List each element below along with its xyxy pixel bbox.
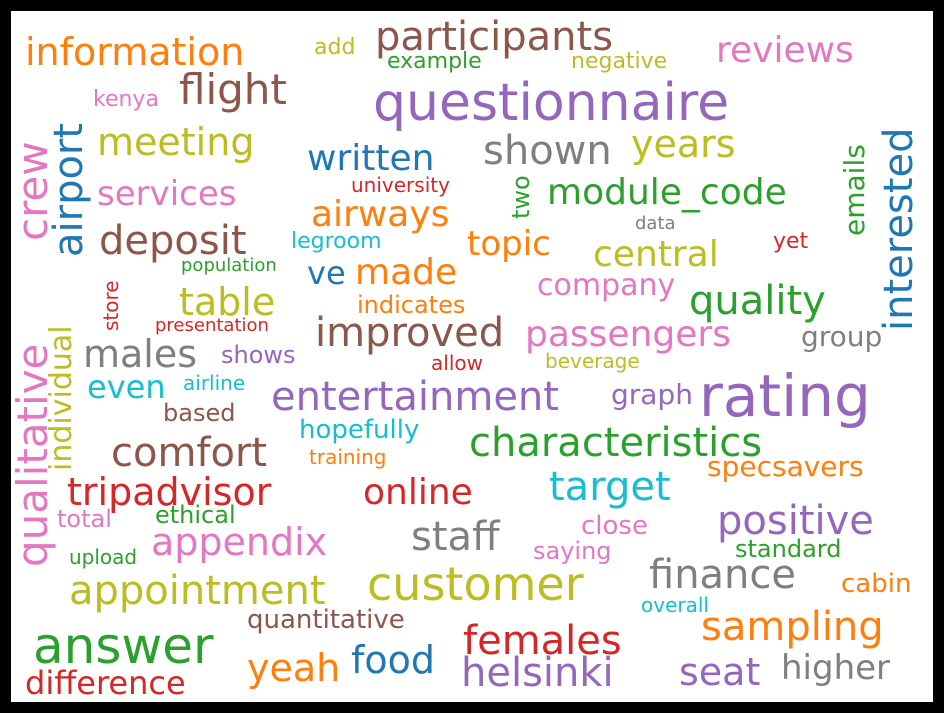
word-seat: seat <box>679 650 761 694</box>
word-table: table <box>179 280 276 324</box>
word-beverage: beverage <box>545 349 640 373</box>
word-ethical: ethical <box>155 501 236 529</box>
word-females: females <box>463 618 622 664</box>
word-participants: participants <box>375 14 614 60</box>
word-flight: flight <box>179 65 287 114</box>
word-upload: upload <box>69 545 138 569</box>
word-sampling: sampling <box>701 604 884 650</box>
word-made: made <box>355 252 458 293</box>
word-yeah: yeah <box>247 646 341 690</box>
word-overall: overall <box>641 593 709 617</box>
word-group: group <box>801 320 883 353</box>
word-improved: improved <box>315 310 505 356</box>
word-males: males <box>83 332 198 376</box>
word-information: information <box>25 30 245 74</box>
word-legroom: legroom <box>291 229 382 254</box>
word-module_code: module_code <box>547 172 787 213</box>
word-reviews: reviews <box>716 30 854 71</box>
word-appendix: appendix <box>151 520 328 564</box>
word-central: central <box>593 234 719 275</box>
word-presentation: presentation <box>155 315 269 336</box>
word-store: store <box>99 280 123 331</box>
word-add: add <box>314 35 356 60</box>
word-topic: topic <box>467 224 551 264</box>
word-tripadvisor: tripadvisor <box>67 470 272 514</box>
word-meeting: meeting <box>97 120 255 164</box>
word-comfort: comfort <box>111 430 268 476</box>
word-interested: interested <box>876 127 922 331</box>
word-standard: standard <box>735 535 842 563</box>
word-kenya: kenya <box>93 87 159 112</box>
word-customer: customer <box>367 557 584 611</box>
word-deposit: deposit <box>99 218 247 264</box>
word-hopefully: hopefully <box>299 415 420 445</box>
word-quality: quality <box>689 278 826 324</box>
word-example: example <box>387 49 482 74</box>
word-negative: negative <box>571 49 668 74</box>
word-airport: airport <box>46 122 92 257</box>
word-two: two <box>507 175 535 219</box>
word-airways: airways <box>311 194 450 235</box>
word-cloud: questionnaire rating customer answer par… <box>11 11 933 702</box>
word-written: written <box>307 138 435 179</box>
word-company: company <box>537 268 676 303</box>
word-finance: finance <box>649 552 797 598</box>
word-years: years <box>631 122 736 166</box>
word-total: total <box>57 505 112 533</box>
word-shows: shows <box>221 341 296 369</box>
word-data: data <box>635 213 676 234</box>
word-staff: staff <box>411 514 500 560</box>
word-specsavers: specsavers <box>707 450 864 483</box>
word-rating: rating <box>699 362 871 430</box>
word-population: population <box>181 255 277 276</box>
word-quantitative: quantitative <box>247 605 405 635</box>
word-emails: emails <box>838 144 871 236</box>
word-allow: allow <box>431 351 483 375</box>
word-answer: answer <box>33 617 214 675</box>
word-questionnaire: questionnaire <box>373 73 730 133</box>
word-passengers: passengers <box>525 314 731 355</box>
word-entertainment: entertainment <box>271 374 559 420</box>
word-food: food <box>351 638 435 682</box>
word-characteristics: characteristics <box>469 420 763 466</box>
word-airline: airline <box>183 371 246 395</box>
word-even: even <box>87 368 166 406</box>
word-individual: individual <box>44 325 79 471</box>
word-university: university <box>351 173 450 197</box>
word-services: services <box>97 174 237 214</box>
word-appointment: appointment <box>69 568 326 614</box>
word-target: target <box>549 464 671 510</box>
word-close: close <box>581 511 648 541</box>
word-positive: positive <box>717 498 874 544</box>
word-cabin: cabin <box>841 569 912 599</box>
word-online: online <box>363 472 473 513</box>
word-graph: graph <box>611 378 693 411</box>
word-yet: yet <box>773 229 809 254</box>
word-helsinki: helsinki <box>461 650 614 696</box>
word-difference: difference <box>25 664 186 702</box>
word-ve: ve <box>307 254 346 292</box>
word-saying: saying <box>533 537 612 565</box>
word-shown: shown <box>483 128 612 174</box>
word-training: training <box>309 445 387 469</box>
word-based: based <box>163 399 236 427</box>
word-higher: higher <box>781 648 891 688</box>
word-indicates: indicates <box>357 291 466 319</box>
